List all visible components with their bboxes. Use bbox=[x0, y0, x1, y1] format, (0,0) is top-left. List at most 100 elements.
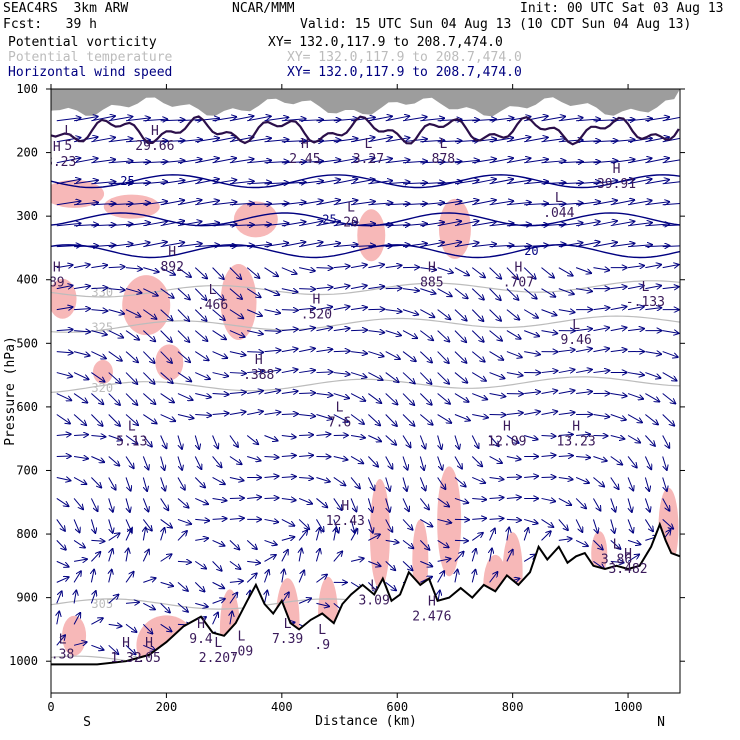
wind-vector bbox=[645, 308, 661, 310]
wind-vector bbox=[246, 288, 260, 298]
wind-vector bbox=[628, 118, 652, 120]
wind-vector bbox=[524, 435, 537, 440]
wind-vector bbox=[610, 498, 616, 511]
wind-vector bbox=[91, 182, 115, 184]
extremum-value: 5 bbox=[64, 139, 72, 154]
wind-vector bbox=[264, 456, 279, 457]
wind-vector bbox=[195, 415, 211, 416]
wind-vector bbox=[402, 498, 409, 511]
pv-shading-region bbox=[103, 194, 160, 219]
wind-vector bbox=[195, 372, 210, 379]
wind-vector bbox=[541, 116, 566, 122]
wind-vector bbox=[662, 519, 673, 528]
wind-vector bbox=[368, 203, 392, 205]
wind-vector bbox=[299, 348, 315, 351]
wind-vector bbox=[575, 539, 588, 546]
wind-vector bbox=[420, 268, 436, 270]
wind-vector bbox=[419, 456, 424, 469]
wind-vector bbox=[91, 618, 102, 625]
wind-vector bbox=[177, 372, 191, 382]
wind-vector bbox=[506, 351, 522, 358]
wind-vector bbox=[627, 179, 652, 185]
wind-vector bbox=[437, 201, 462, 206]
wind-vector bbox=[471, 288, 484, 300]
wind-vector bbox=[91, 245, 115, 247]
wind-vector bbox=[437, 571, 445, 583]
wind-vector bbox=[437, 141, 462, 142]
wind-vector bbox=[541, 183, 566, 184]
wind-vector bbox=[212, 309, 225, 320]
wind-vector bbox=[108, 435, 122, 441]
wind-vector bbox=[402, 393, 414, 405]
wind-vector bbox=[471, 351, 484, 362]
wind-vector bbox=[402, 204, 427, 205]
extremum-type: L bbox=[439, 137, 447, 152]
wind-vector bbox=[333, 158, 358, 164]
wind-vector bbox=[471, 267, 485, 278]
wind-vector bbox=[385, 265, 402, 267]
wind-vector bbox=[316, 140, 340, 142]
wind-vector bbox=[437, 351, 449, 363]
wind-vector bbox=[576, 391, 592, 393]
wind-vector bbox=[420, 118, 444, 121]
wind-vector bbox=[576, 182, 600, 184]
wind-vector bbox=[558, 267, 573, 276]
wind-vector bbox=[194, 582, 204, 591]
extremum-value: 892 bbox=[160, 260, 183, 275]
wind-vector bbox=[194, 288, 206, 300]
wind-vector bbox=[593, 456, 606, 460]
wind-vector bbox=[437, 161, 462, 162]
wind-vector bbox=[281, 476, 296, 477]
wind-vector bbox=[541, 498, 556, 501]
wind-vector bbox=[195, 393, 211, 398]
extremum-type: H bbox=[624, 547, 632, 562]
wind-vector bbox=[212, 581, 225, 588]
wind-vector bbox=[506, 246, 531, 247]
wind-vector bbox=[333, 179, 358, 185]
wind-vector bbox=[402, 414, 414, 426]
wind-vector bbox=[177, 159, 202, 164]
wind-vector bbox=[402, 351, 416, 362]
wind-vector bbox=[160, 393, 174, 403]
wind-vector bbox=[437, 372, 449, 384]
wind-vector bbox=[316, 394, 332, 396]
wind-vector bbox=[281, 537, 295, 541]
wind-vector bbox=[472, 179, 496, 185]
wind-vector bbox=[160, 242, 185, 248]
wind-vector bbox=[177, 119, 202, 120]
wind-vector bbox=[385, 477, 390, 490]
extremum-value: .38 bbox=[51, 648, 74, 663]
wind-vector bbox=[160, 519, 172, 527]
wind-vector bbox=[73, 539, 85, 547]
x-axis-label: Distance (km) bbox=[315, 714, 417, 729]
wind-vector bbox=[575, 477, 589, 483]
wind-vector bbox=[264, 331, 281, 332]
pv-shading-region bbox=[369, 479, 390, 590]
wind-vector bbox=[299, 120, 323, 121]
wind-vector bbox=[593, 498, 600, 510]
wind-vector bbox=[73, 372, 88, 380]
wind-vector bbox=[351, 246, 375, 247]
wind-vector bbox=[212, 351, 228, 358]
extremum-type: H bbox=[313, 293, 321, 308]
wind-vector bbox=[627, 373, 644, 376]
wind-vector bbox=[489, 118, 514, 121]
extremum-value: 12.43 bbox=[326, 514, 365, 529]
wind-vector bbox=[247, 309, 262, 316]
wind-vector bbox=[489, 179, 514, 185]
wind-vector bbox=[229, 159, 254, 164]
wind-vector bbox=[91, 414, 102, 426]
wind-vector bbox=[160, 582, 173, 586]
wind-vector bbox=[593, 141, 617, 142]
wind-vector bbox=[177, 309, 189, 321]
wind-vector bbox=[264, 412, 281, 414]
wind-vector bbox=[333, 244, 358, 246]
wind-vector bbox=[489, 372, 505, 379]
wind-vector bbox=[368, 435, 381, 442]
wind-vector bbox=[454, 309, 467, 321]
wind-vector bbox=[316, 268, 332, 269]
wind-vector bbox=[56, 591, 62, 604]
wind-vector bbox=[73, 571, 81, 583]
wind-vector bbox=[299, 181, 323, 184]
wind-vector bbox=[91, 159, 115, 164]
